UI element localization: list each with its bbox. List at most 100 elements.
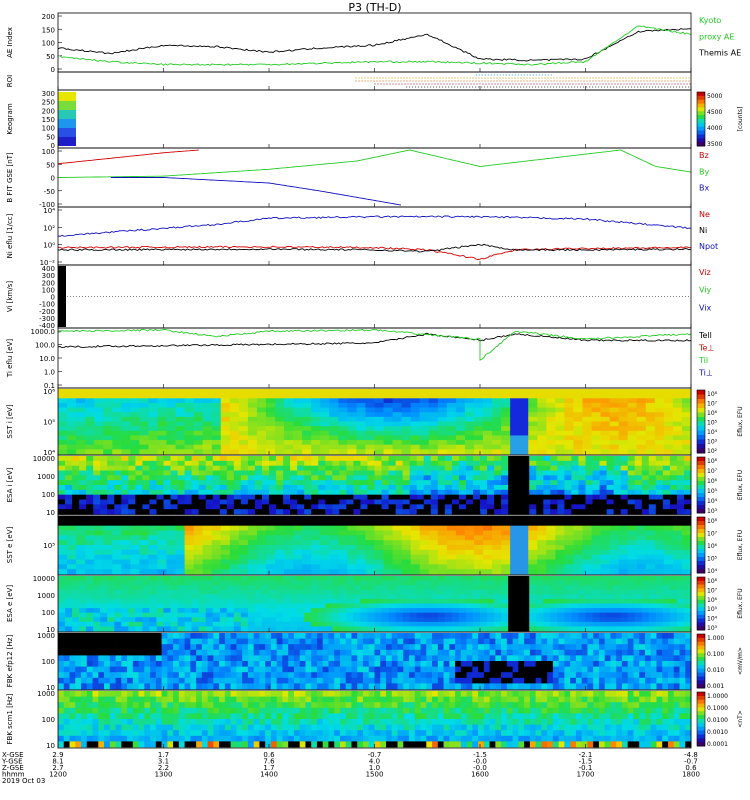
spectro-cell: [196, 677, 203, 684]
spectro-cell: [571, 499, 579, 505]
spectro-cell: [144, 666, 151, 673]
spectro-cell: [599, 509, 607, 515]
spectro-cell: [606, 460, 615, 467]
spectro-cell: [320, 559, 330, 565]
spectro-cell: [409, 480, 418, 486]
spectro-cell: [522, 626, 530, 632]
spectro-cell: [374, 617, 382, 623]
spectro-cell: [374, 530, 384, 536]
spectro-cell: [353, 612, 361, 618]
spectro-cell: [114, 603, 122, 609]
spectro-cell: [451, 621, 460, 627]
spectro-cell: [338, 398, 348, 404]
spectro-cell: [290, 489, 298, 496]
spectro-cell: [167, 655, 174, 662]
spectro-cell: [320, 430, 330, 436]
spectro-cell: [58, 569, 68, 575]
colorbar-fbk_b: [697, 695, 705, 701]
spectro-cell: [205, 612, 214, 618]
spectro-cell: [437, 569, 448, 575]
spectro-cell: [114, 580, 122, 586]
spectro-cell: [58, 440, 68, 446]
spectro-cell: [338, 416, 348, 422]
spectro-cell: [510, 559, 520, 565]
spectro-cell: [265, 661, 272, 667]
spectro-cell: [302, 569, 312, 575]
spectro-cell: [519, 421, 529, 427]
spectro-cell: [170, 612, 178, 618]
spectro-cell: [582, 435, 592, 441]
spectro-cell: [58, 460, 66, 467]
colorbar-tick: 10⁶: [707, 597, 718, 604]
spectro-cell: [618, 440, 629, 446]
spectro-cell: [161, 655, 168, 662]
spectro-cell: [494, 612, 502, 618]
spectro-cell: [325, 594, 333, 600]
spectro-cell: [573, 444, 583, 450]
colorbar-fbk_e: [697, 676, 705, 681]
spectro-cell: [58, 554, 68, 560]
spectro-cell: [360, 499, 368, 505]
spectro-cell: [464, 426, 475, 432]
spectro-cell: [86, 649, 93, 656]
spectro-cell: [226, 456, 235, 462]
spectro-cell: [362, 649, 370, 656]
spectro-cell: [483, 530, 493, 536]
spectro-cell: [347, 440, 357, 446]
spectro-cell: [356, 530, 366, 536]
spectro-cell: [297, 608, 305, 614]
spectro-cell: [284, 389, 294, 395]
spectro-cell: [139, 569, 149, 575]
spectro-cell: [681, 564, 692, 570]
spectro-cell: [322, 638, 329, 645]
spectro-cell: [645, 516, 656, 522]
spectro-cell: [546, 540, 556, 546]
spectro-cell: [346, 494, 354, 500]
spectro-cell: [449, 672, 456, 679]
spectro-cell: [409, 489, 418, 496]
spectro-cell: [613, 504, 622, 510]
spectro-cell: [219, 626, 228, 632]
spectro-cell: [247, 535, 258, 541]
spectro-cell: [166, 554, 176, 560]
spectro-cell: [483, 540, 493, 546]
spectro-cell: [403, 666, 410, 673]
spectro-cell: [374, 535, 384, 541]
spectro-cell: [316, 633, 324, 639]
spectro-cell: [492, 389, 502, 395]
spectro-cell: [247, 569, 258, 575]
legend-temperature-1: Te⊥: [698, 344, 714, 353]
spectro-cell: [212, 603, 221, 609]
spectro-cell: [458, 598, 467, 604]
spectro-cell: [347, 549, 357, 556]
spectro-cell: [93, 465, 101, 471]
spectro-cell: [353, 470, 361, 476]
spectro-cell: [297, 598, 305, 604]
spectro-cell: [316, 649, 324, 656]
spectro-cell: [276, 621, 284, 627]
spectro-cell: [184, 444, 195, 450]
ytick-bfield: 100: [42, 148, 55, 156]
spectro-cell: [455, 416, 466, 422]
spectro-cell: [156, 475, 164, 481]
spectro-cell: [184, 402, 195, 408]
spectro-cell: [290, 585, 298, 591]
spectro-cell: [284, 444, 294, 450]
spectro-cell: [430, 485, 439, 491]
spectro-cell: [184, 608, 193, 614]
spectro-cell: [444, 456, 453, 462]
spectro-cell: [663, 426, 674, 432]
spectro-cell: [139, 407, 149, 413]
spectro-cell: [94, 393, 104, 399]
spectro-cell: [329, 545, 339, 551]
spectro-cell: [487, 621, 495, 627]
spectro-cell: [75, 649, 82, 656]
spectro-cell: [98, 661, 105, 667]
spectro-cell: [494, 585, 502, 591]
spectro-cell: [261, 626, 270, 632]
spectro-cell: [464, 421, 475, 427]
spectro-cell: [170, 494, 178, 500]
spectro-cell: [107, 576, 115, 581]
spectro-cell: [492, 421, 502, 427]
spectro-cell: [224, 672, 232, 679]
